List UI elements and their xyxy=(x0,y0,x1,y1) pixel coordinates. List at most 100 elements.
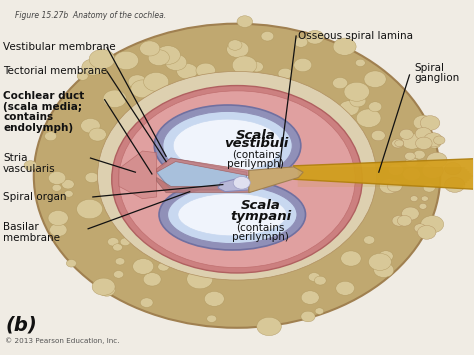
Circle shape xyxy=(397,215,411,226)
Circle shape xyxy=(341,251,361,266)
Circle shape xyxy=(301,311,315,322)
Circle shape xyxy=(333,38,356,55)
Circle shape xyxy=(113,244,122,251)
Circle shape xyxy=(99,284,115,296)
Circle shape xyxy=(50,223,67,236)
Circle shape xyxy=(401,207,419,220)
Circle shape xyxy=(233,176,250,189)
Circle shape xyxy=(308,273,320,282)
Text: Osseous spiral lamina: Osseous spiral lamina xyxy=(299,31,413,41)
Circle shape xyxy=(48,171,66,185)
Circle shape xyxy=(62,180,74,189)
Circle shape xyxy=(196,63,215,78)
Circle shape xyxy=(261,32,274,41)
Text: Spiral organ: Spiral organ xyxy=(3,192,66,202)
Text: (scala media;: (scala media; xyxy=(3,102,82,112)
Circle shape xyxy=(301,291,319,304)
Text: vestibuli: vestibuli xyxy=(224,137,288,151)
Circle shape xyxy=(392,215,406,226)
Circle shape xyxy=(140,41,160,56)
Circle shape xyxy=(374,262,394,278)
Circle shape xyxy=(113,271,124,278)
Circle shape xyxy=(400,129,413,140)
Text: vascularis: vascularis xyxy=(3,164,55,174)
Circle shape xyxy=(368,102,382,112)
Circle shape xyxy=(257,317,282,335)
Circle shape xyxy=(410,196,418,202)
Circle shape xyxy=(89,128,106,141)
Circle shape xyxy=(379,179,399,193)
Circle shape xyxy=(143,273,161,286)
Text: contains: contains xyxy=(3,113,53,122)
Circle shape xyxy=(368,253,392,271)
Text: Stria: Stria xyxy=(3,153,27,163)
Text: © 2013 Pearson Education, Inc.: © 2013 Pearson Education, Inc. xyxy=(5,338,120,344)
Circle shape xyxy=(306,31,324,44)
Polygon shape xyxy=(249,167,303,193)
Text: (contains: (contains xyxy=(237,222,285,232)
Ellipse shape xyxy=(167,186,297,244)
Circle shape xyxy=(45,132,57,141)
Circle shape xyxy=(155,46,181,64)
Circle shape xyxy=(187,269,213,289)
Circle shape xyxy=(413,151,425,159)
Circle shape xyxy=(421,196,428,201)
Circle shape xyxy=(140,298,153,307)
Circle shape xyxy=(77,72,88,80)
Circle shape xyxy=(401,134,422,149)
Circle shape xyxy=(405,152,415,160)
Circle shape xyxy=(114,51,138,70)
Circle shape xyxy=(423,183,435,192)
Circle shape xyxy=(445,163,461,175)
Circle shape xyxy=(237,16,253,27)
Text: tympani: tympani xyxy=(230,210,291,223)
Circle shape xyxy=(405,157,418,167)
Circle shape xyxy=(415,127,432,140)
Circle shape xyxy=(108,237,119,246)
Circle shape xyxy=(165,54,187,71)
Circle shape xyxy=(158,262,169,271)
Ellipse shape xyxy=(98,71,376,280)
Ellipse shape xyxy=(34,24,440,328)
Text: (contains: (contains xyxy=(232,149,280,159)
Text: Vestibular membrane: Vestibular membrane xyxy=(3,42,116,53)
Circle shape xyxy=(418,225,436,239)
Text: (b): (b) xyxy=(5,316,37,335)
Text: Basilar: Basilar xyxy=(3,222,39,232)
Circle shape xyxy=(350,95,366,107)
Circle shape xyxy=(52,184,62,191)
Circle shape xyxy=(419,203,427,209)
Circle shape xyxy=(428,138,441,148)
Text: Figure 15.27b  Anatomy of the cochlea.: Figure 15.27b Anatomy of the cochlea. xyxy=(15,11,166,20)
Circle shape xyxy=(294,37,308,47)
Circle shape xyxy=(356,109,381,127)
Circle shape xyxy=(66,260,76,267)
Circle shape xyxy=(119,91,355,268)
Circle shape xyxy=(333,77,347,89)
Circle shape xyxy=(82,59,103,75)
Text: Scala: Scala xyxy=(236,129,276,142)
Circle shape xyxy=(92,278,115,295)
Circle shape xyxy=(148,50,169,66)
Circle shape xyxy=(204,291,224,306)
Circle shape xyxy=(427,152,447,168)
Circle shape xyxy=(364,236,375,244)
Circle shape xyxy=(388,164,403,175)
Ellipse shape xyxy=(163,111,292,180)
Ellipse shape xyxy=(178,193,287,236)
Ellipse shape xyxy=(173,119,282,172)
Circle shape xyxy=(77,200,102,219)
Ellipse shape xyxy=(159,179,306,250)
Circle shape xyxy=(364,71,386,87)
Text: endolymph): endolymph) xyxy=(3,123,73,133)
Circle shape xyxy=(133,259,154,274)
Circle shape xyxy=(64,191,73,197)
Circle shape xyxy=(228,40,242,50)
Circle shape xyxy=(445,177,465,192)
Circle shape xyxy=(115,258,125,265)
Text: Tectorial membrane: Tectorial membrane xyxy=(3,66,107,76)
Circle shape xyxy=(48,211,68,225)
Circle shape xyxy=(103,90,127,108)
Circle shape xyxy=(315,308,324,314)
Circle shape xyxy=(250,62,264,72)
